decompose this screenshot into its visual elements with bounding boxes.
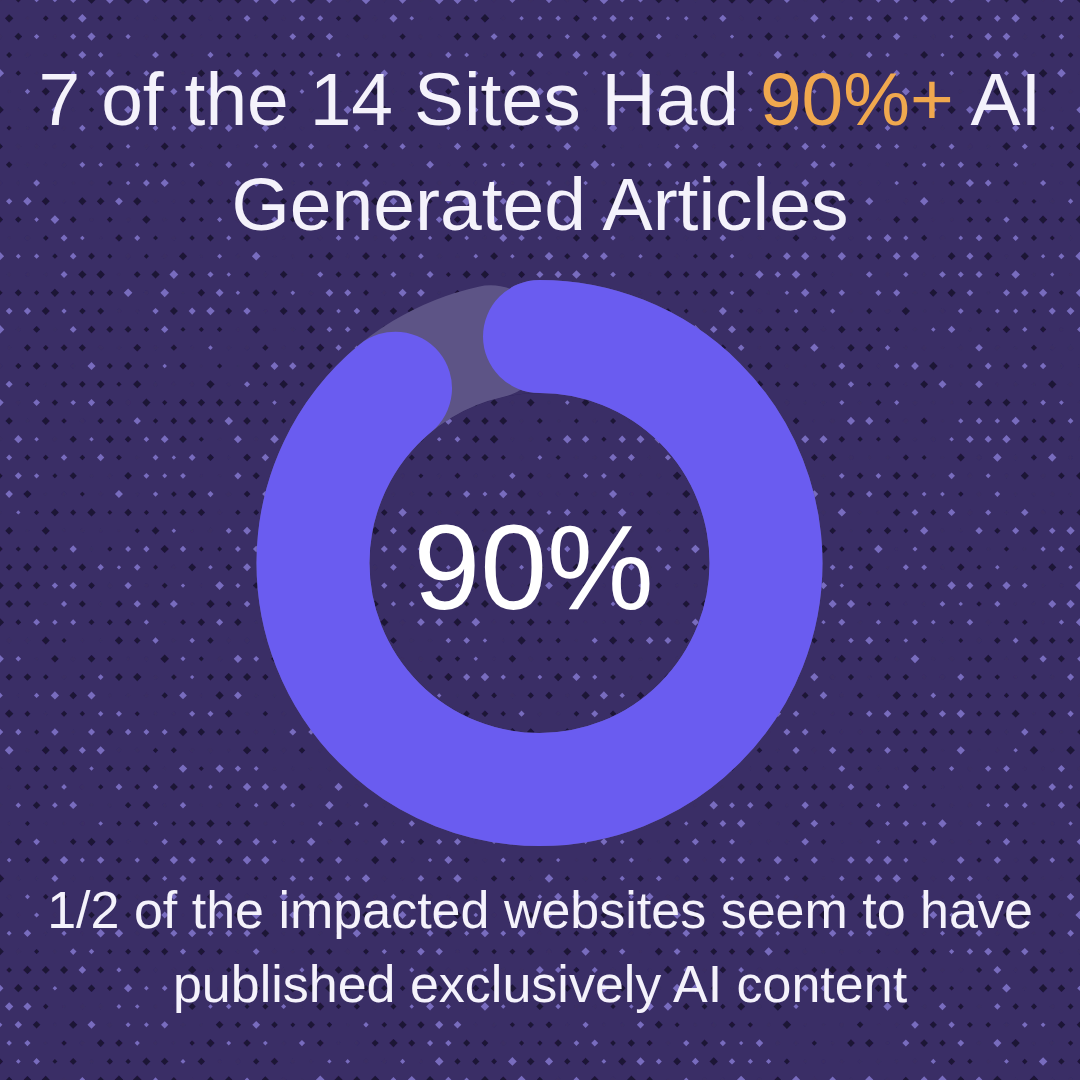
svg-text:90%: 90% (413, 500, 653, 634)
